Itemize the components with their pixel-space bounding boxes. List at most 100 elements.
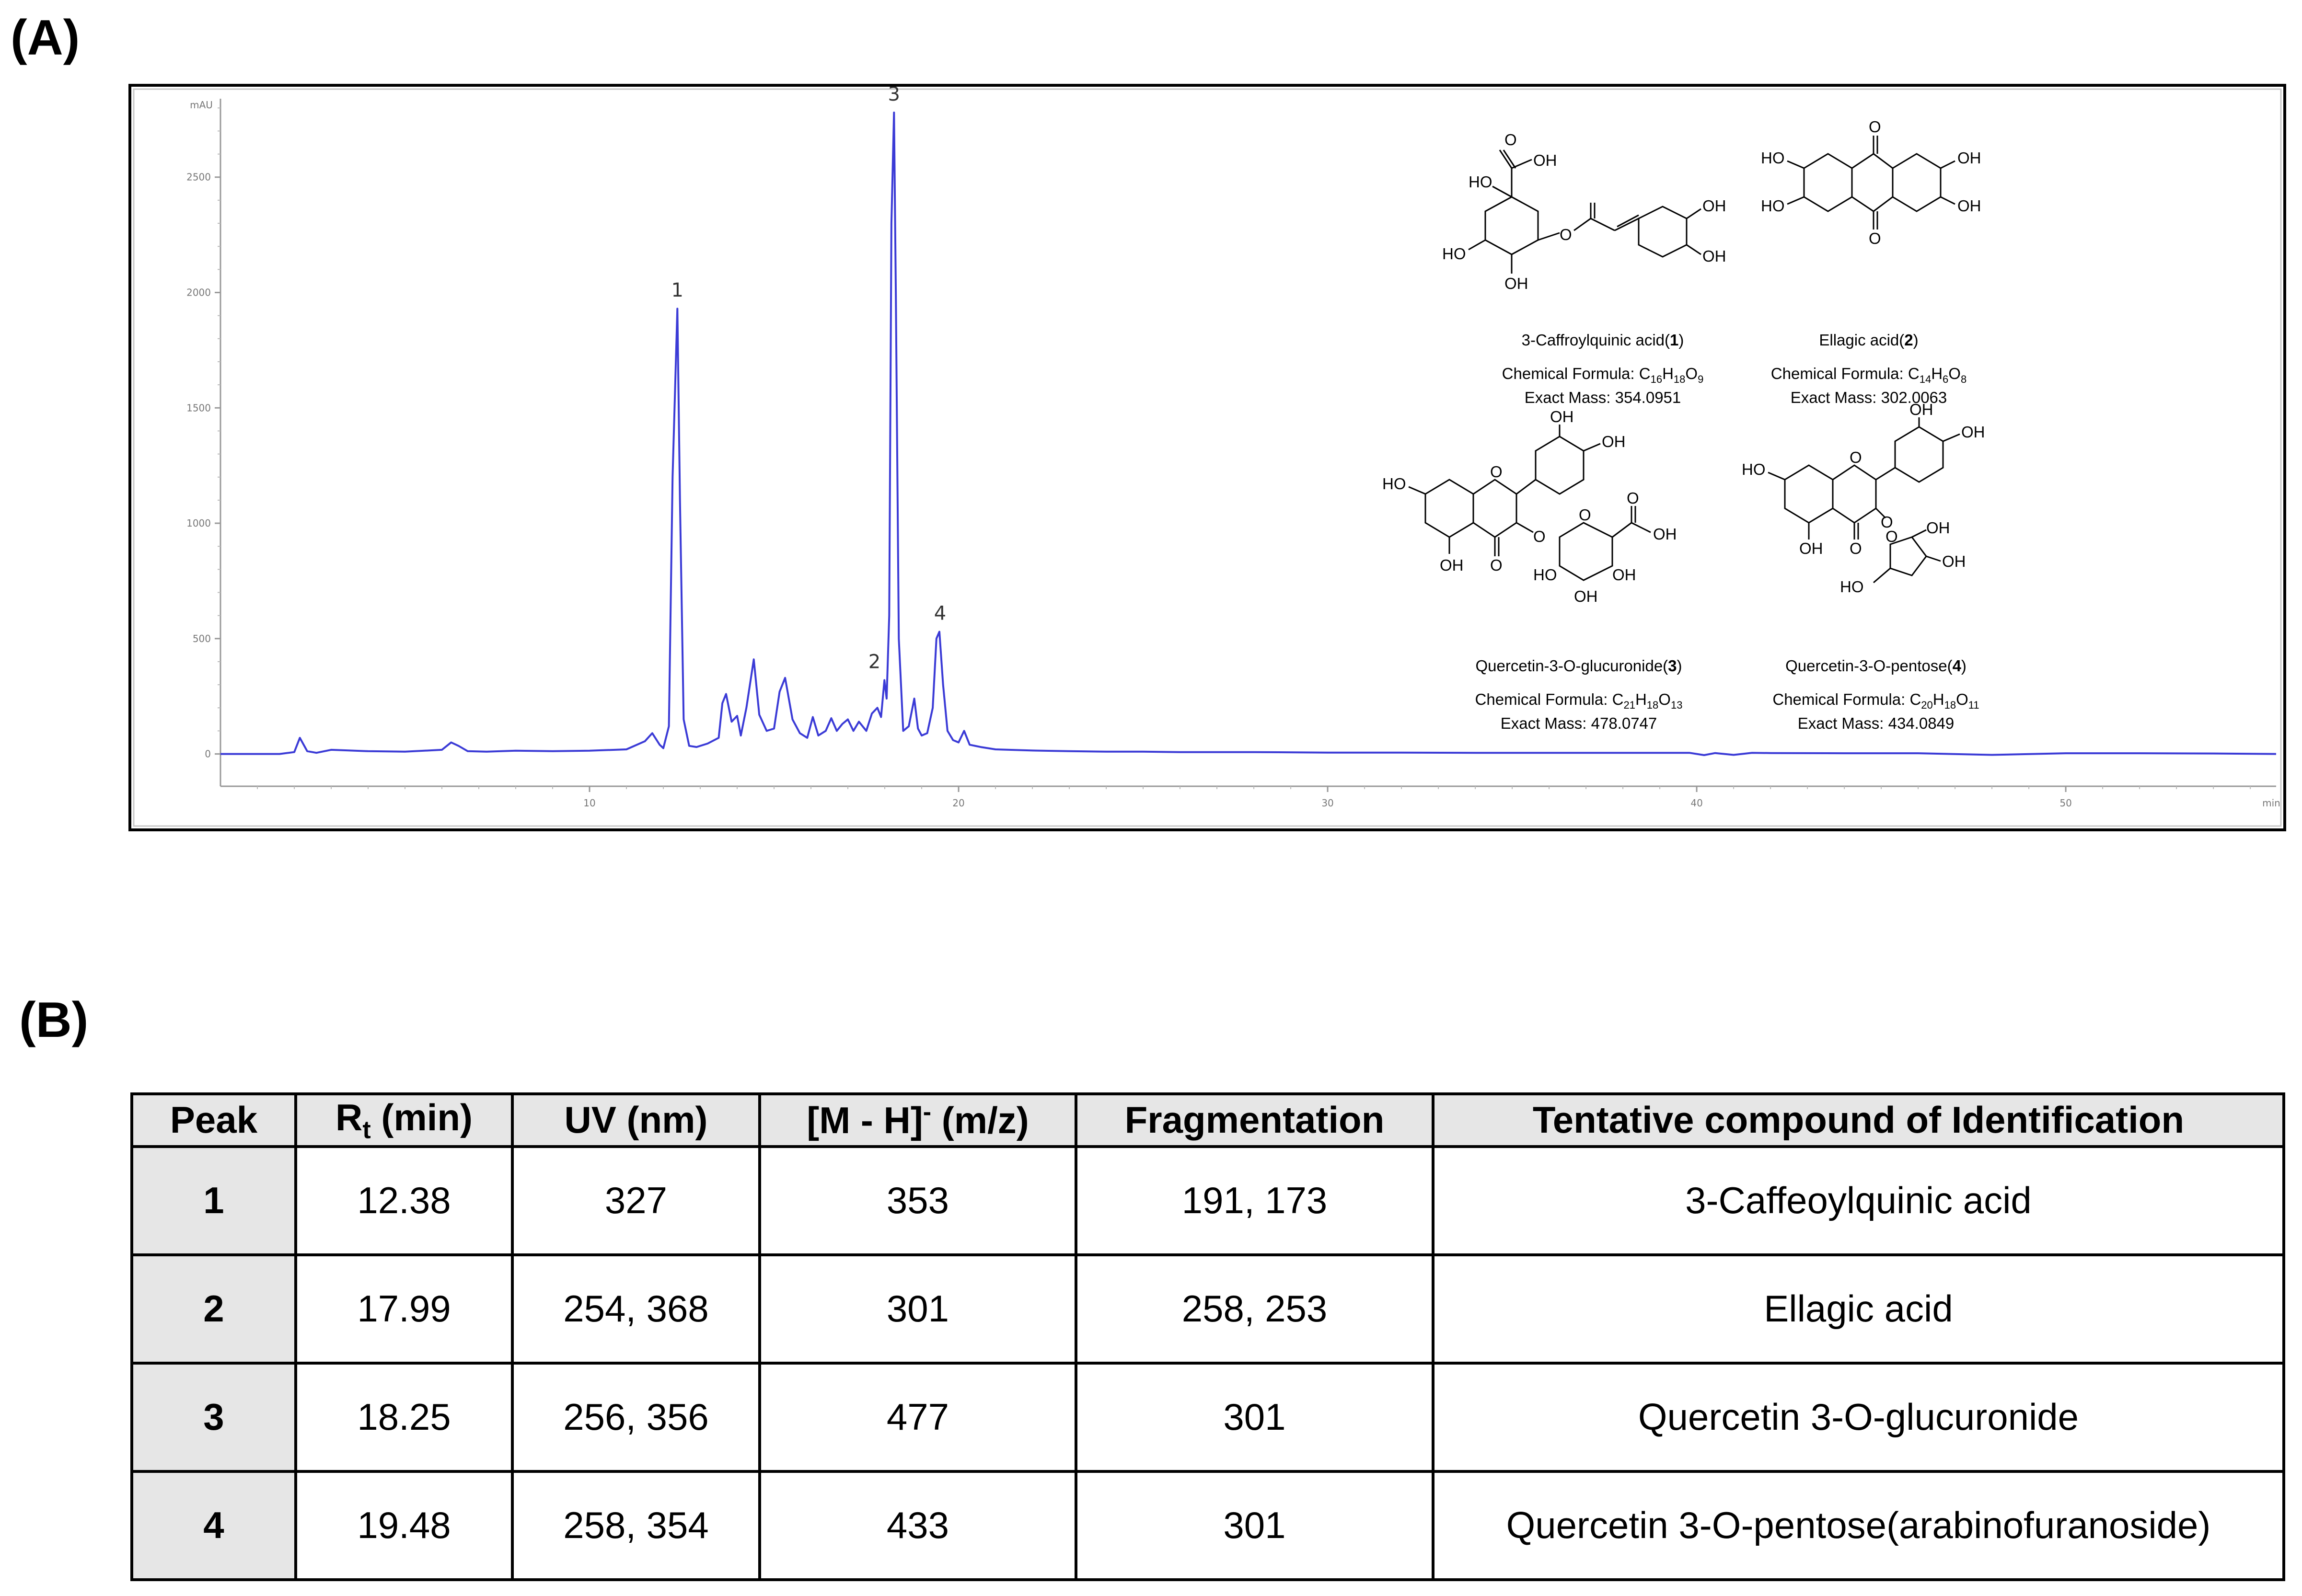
y-tick-label: 1500 xyxy=(186,402,211,413)
table-header-row: Peak Rt (min) UV (nm) [M - H]- (m/z) Fra… xyxy=(130,1092,2285,1148)
structure-1-atom: OH xyxy=(1504,275,1528,292)
cell-mh: 301 xyxy=(758,1253,1077,1365)
y-tick-label: 1000 xyxy=(186,517,211,529)
compound-table: Peak Rt (min) UV (nm) [M - H]- (m/z) Fra… xyxy=(130,1092,2285,1582)
cell-uv: 327 xyxy=(511,1145,761,1256)
structure-4-atom: OH xyxy=(1799,540,1823,557)
header-peak: Peak xyxy=(130,1092,297,1148)
structure-4-formula: Chemical Formula: C20H18O11 xyxy=(1772,690,1979,711)
structure-1-atom: HO xyxy=(1469,173,1492,191)
cell-rt: 12.38 xyxy=(294,1145,514,1256)
structure-1-name: 3-Caffroylquinic acid(1) xyxy=(1522,331,1684,349)
header-uv: UV (nm) xyxy=(511,1092,761,1148)
cell-uv: 258, 354 xyxy=(511,1470,761,1582)
structure-2-atom: OH xyxy=(1957,197,1981,215)
structure-4: OH OH HO O O OH O OH HO OH O Quercetin-3… xyxy=(1742,401,1985,732)
cell-peak: 2 xyxy=(130,1253,297,1365)
y-tick-label: 500 xyxy=(193,633,211,644)
cell-fragmentation: 258, 253 xyxy=(1075,1253,1434,1365)
x-tick-label: 20 xyxy=(952,797,964,809)
structure-2-name: Ellagic acid(2) xyxy=(1819,331,1918,349)
y-tick-label: 0 xyxy=(205,748,211,760)
peak-label: 1 xyxy=(671,279,683,301)
cell-peak: 3 xyxy=(130,1361,297,1473)
y-unit-label: mAU xyxy=(190,99,213,111)
structure-2-bonds xyxy=(1787,136,1955,230)
structure-4-name: Quercetin-3-O-pentose(4) xyxy=(1785,657,1967,675)
structure-1-atom: O xyxy=(1560,226,1572,243)
cell-rt: 18.25 xyxy=(294,1361,514,1473)
structure-3-atom: HO xyxy=(1533,566,1557,584)
header-identification: Tentative compound of Identification xyxy=(1432,1092,2285,1148)
structure-3: OH OH HO O O O OH O OH HO OH OH O Querce… xyxy=(1382,408,1682,732)
structure-3-atom: OH xyxy=(1550,408,1574,425)
header-fragmentation: Fragmentation xyxy=(1075,1092,1434,1148)
structure-4-atom: O xyxy=(1850,448,1862,466)
structure-3-atom: O xyxy=(1579,506,1591,524)
structure-3-mass: Exact Mass: 478.0747 xyxy=(1501,714,1657,732)
trace-layer xyxy=(220,111,2277,756)
cell-uv: 254, 368 xyxy=(511,1253,761,1365)
table-row: 4 19.48 258, 354 433 301 Quercetin 3-O-p… xyxy=(130,1470,2285,1582)
table-row: 1 12.38 327 353 191, 173 3-Caffeoylquini… xyxy=(130,1145,2285,1256)
structure-3-atom: O xyxy=(1490,463,1503,481)
structure-4-atom: OH xyxy=(1926,519,1950,537)
panel-a-label: (A) xyxy=(11,10,80,66)
chromatogram-svg: 0 500 1000 1500 2000 2500 mAU 10 20 30 40 50 min 1 2 3… xyxy=(133,87,2282,827)
structure-2: O HO HO OH OH O Ellagic acid(2) Chemical… xyxy=(1761,118,1981,406)
structure-2-atom: O xyxy=(1869,118,1881,136)
structure-3-atom: OH xyxy=(1574,587,1598,605)
peak-label: 4 xyxy=(934,602,946,624)
panel-b-label: (B) xyxy=(19,992,89,1048)
structure-3-atom: O xyxy=(1533,528,1546,545)
cell-identification: 3-Caffeoylquinic acid xyxy=(1432,1145,2285,1256)
peak-label: 2 xyxy=(868,651,880,673)
y-tick-label: 2000 xyxy=(186,287,211,298)
cell-identification: Quercetin 3-O-pentose(arabinofuranoside) xyxy=(1432,1470,2285,1582)
structure-2-mass: Exact Mass: 302.0063 xyxy=(1791,389,1947,406)
cell-fragmentation: 301 xyxy=(1075,1361,1434,1473)
structure-4-atom: O xyxy=(1850,540,1862,557)
chromatogram-panel: 0 500 1000 1500 2000 2500 mAU 10 20 30 40 50 min 1 2 3… xyxy=(128,84,2286,831)
axes-layer: 0 500 1000 1500 2000 2500 mAU 10 20 30 40 50 min xyxy=(186,99,2280,809)
structure-1-bonds xyxy=(1468,149,1701,274)
structure-4-atom: OH xyxy=(1909,401,1933,418)
cell-peak: 1 xyxy=(130,1145,297,1256)
structure-3-atom: OH xyxy=(1602,433,1626,450)
structure-3-atom: HO xyxy=(1382,475,1406,493)
structure-4-mass: Exact Mass: 434.0849 xyxy=(1798,714,1955,732)
header-mh: [M - H]- (m/z) xyxy=(758,1092,1077,1148)
cell-identification: Quercetin 3-O-glucuronide xyxy=(1432,1361,2285,1473)
structure-1-atom: OH xyxy=(1533,151,1557,169)
x-tick-label: 40 xyxy=(1690,797,1702,809)
cell-mh: 477 xyxy=(758,1361,1077,1473)
structure-1-atom: OH xyxy=(1702,197,1726,215)
structure-1-mass: Exact Mass: 354.0951 xyxy=(1525,389,1681,406)
chromatogram-trace xyxy=(220,111,2277,756)
structure-2-atom: HO xyxy=(1761,197,1785,215)
structure-1-atom: O xyxy=(1504,131,1517,149)
structure-2-formula: Chemical Formula: C14H6O8 xyxy=(1771,365,1967,385)
structure-4-atom: HO xyxy=(1742,460,1766,478)
x-tick-label: 10 xyxy=(583,797,595,809)
plot-inner-border xyxy=(133,88,2282,827)
header-rt: Rt (min) xyxy=(294,1092,514,1148)
x-tick-label: 30 xyxy=(1321,797,1333,809)
cell-mh: 353 xyxy=(758,1145,1077,1256)
cell-fragmentation: 301 xyxy=(1075,1470,1434,1582)
cell-rt: 17.99 xyxy=(294,1253,514,1365)
structure-1-atom: OH xyxy=(1702,247,1726,265)
x-unit-label: min xyxy=(2262,797,2280,809)
cell-identification: Ellagic acid xyxy=(1432,1253,2285,1365)
cell-mh: 433 xyxy=(758,1470,1077,1582)
cell-rt: 19.48 xyxy=(294,1470,514,1582)
peak-label: 3 xyxy=(888,87,900,105)
structure-1: O OH HO O HO OH OH OH 3-Caffroylquinic a… xyxy=(1442,131,1726,406)
structure-1-atom: HO xyxy=(1442,245,1466,263)
structure-4-bonds xyxy=(1768,417,1960,584)
table-row: 2 17.99 254, 368 301 258, 253 Ellagic ac… xyxy=(130,1253,2285,1365)
cell-peak: 4 xyxy=(130,1470,297,1582)
structure-4-atom: HO xyxy=(1840,578,1864,596)
structure-3-bonds xyxy=(1408,425,1651,581)
structure-3-atom: O xyxy=(1490,556,1503,574)
